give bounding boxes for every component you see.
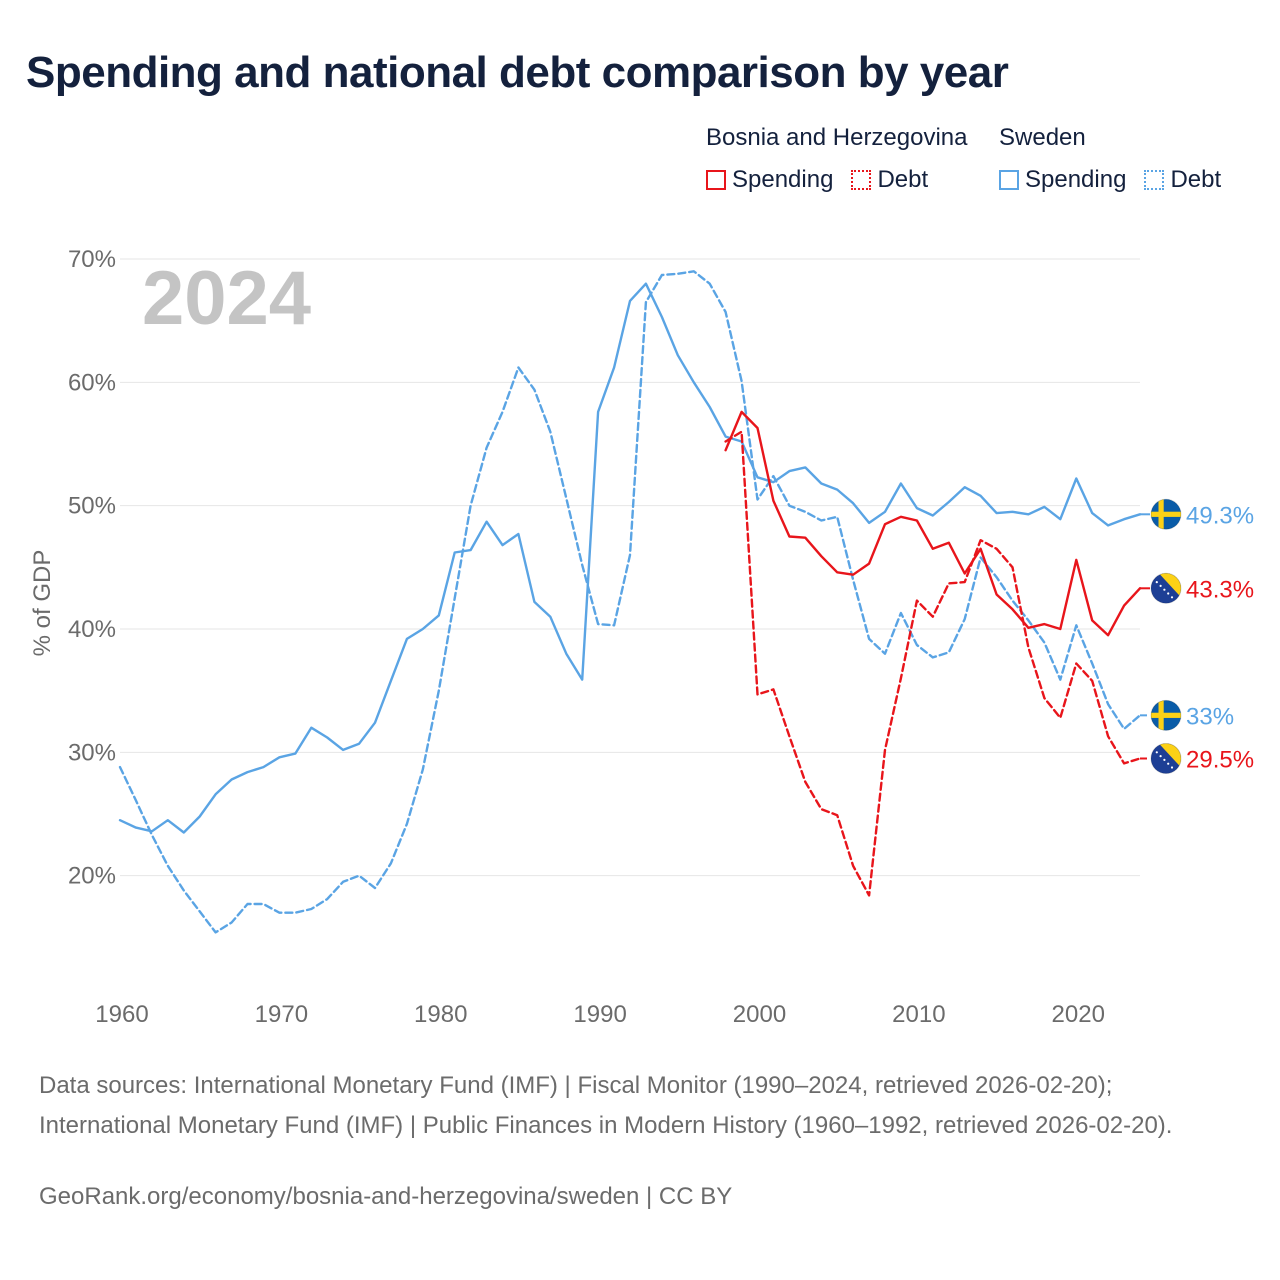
y-tick-label: 60%: [68, 369, 116, 396]
legend-sweden: Spending Debt: [999, 166, 1221, 194]
x-tick-label: 1970: [255, 1001, 308, 1028]
x-tick-label: 1980: [414, 1001, 467, 1028]
x-tick-label: 2020: [1052, 1001, 1105, 1028]
end-value-label: 33%: [1186, 703, 1234, 730]
end-value-label: 43.3%: [1186, 576, 1254, 603]
sweden-flag-icon: [1150, 498, 1182, 530]
y-tick-label: 50%: [68, 493, 116, 520]
sweden-flag-icon: [1150, 699, 1182, 731]
legend-item-bosnia-spending[interactable]: Spending: [706, 166, 833, 194]
y-tick-label: 70%: [68, 246, 116, 273]
grid-lines: [120, 258, 1140, 877]
legend-swatch-bosnia-debt: [851, 170, 872, 190]
series-line-bosnia-and-herzegovina-debt[interactable]: [724, 430, 1142, 897]
legend-item-sweden-debt[interactable]: Debt: [1144, 166, 1221, 194]
legend-group-sweden-title: Sweden: [999, 124, 1086, 151]
x-tick-label: 2010: [892, 1001, 945, 1028]
end-value-label: 49.3%: [1186, 502, 1254, 529]
data-sources: Data sources: International Monetary Fun…: [39, 1072, 1173, 1139]
y-axis-ticks: 20% 30% 40% 50% 60% 70%: [68, 246, 116, 890]
x-axis-ticks: 1960 1970 1980 1990 2000 2010 2020: [95, 1001, 1105, 1028]
series-line-sweden-spending[interactable]: [118, 282, 1142, 834]
y-axis-label: % of GDP: [29, 550, 56, 657]
chart-title: Spending and national debt comparison by…: [26, 48, 1009, 97]
legend-label-bosnia-debt: Debt: [877, 166, 929, 193]
series-line-sweden-debt[interactable]: [118, 270, 1142, 934]
bosnia-flag-icon: [1150, 743, 1182, 774]
legend-item-bosnia-debt[interactable]: Debt: [851, 166, 928, 194]
legend-swatch-bosnia-spending: [706, 170, 726, 190]
line-chart: 20% 30% 40% 50% 60% 70% 1960 1970 1980 1990 2000 2…: [29, 246, 1254, 1028]
legend-swatch-sweden-spending: [999, 170, 1019, 190]
x-tick-label: 1990: [573, 1001, 626, 1028]
end-value-label: 29.5%: [1186, 747, 1254, 774]
legend-group-bosnia-title: Bosnia and Herzegovina: [706, 124, 968, 151]
y-tick-label: 40%: [68, 616, 116, 643]
series-line-bosnia-and-herzegovina-spending[interactable]: [724, 410, 1142, 637]
x-tick-label: 1960: [95, 1001, 148, 1028]
legend-label-bosnia-spending: Spending: [732, 166, 834, 193]
y-tick-label: 20%: [68, 863, 116, 890]
legend-label-sweden-debt: Debt: [1170, 166, 1222, 193]
bosnia-flag-icon: [1150, 572, 1182, 604]
legend-item-sweden-spending[interactable]: Spending: [999, 166, 1126, 194]
legend-swatch-sweden-debt: [1144, 170, 1165, 190]
credit-link[interactable]: GeoRank.org/economy/bosnia-and-herzegovi…: [39, 1183, 733, 1210]
x-tick-label: 2000: [733, 1001, 786, 1028]
legend-label-sweden-spending: Spending: [1025, 166, 1127, 193]
legend-bosnia: Spending Debt: [706, 166, 946, 194]
year-watermark: 2024: [142, 256, 311, 341]
y-tick-label: 30%: [68, 739, 116, 766]
